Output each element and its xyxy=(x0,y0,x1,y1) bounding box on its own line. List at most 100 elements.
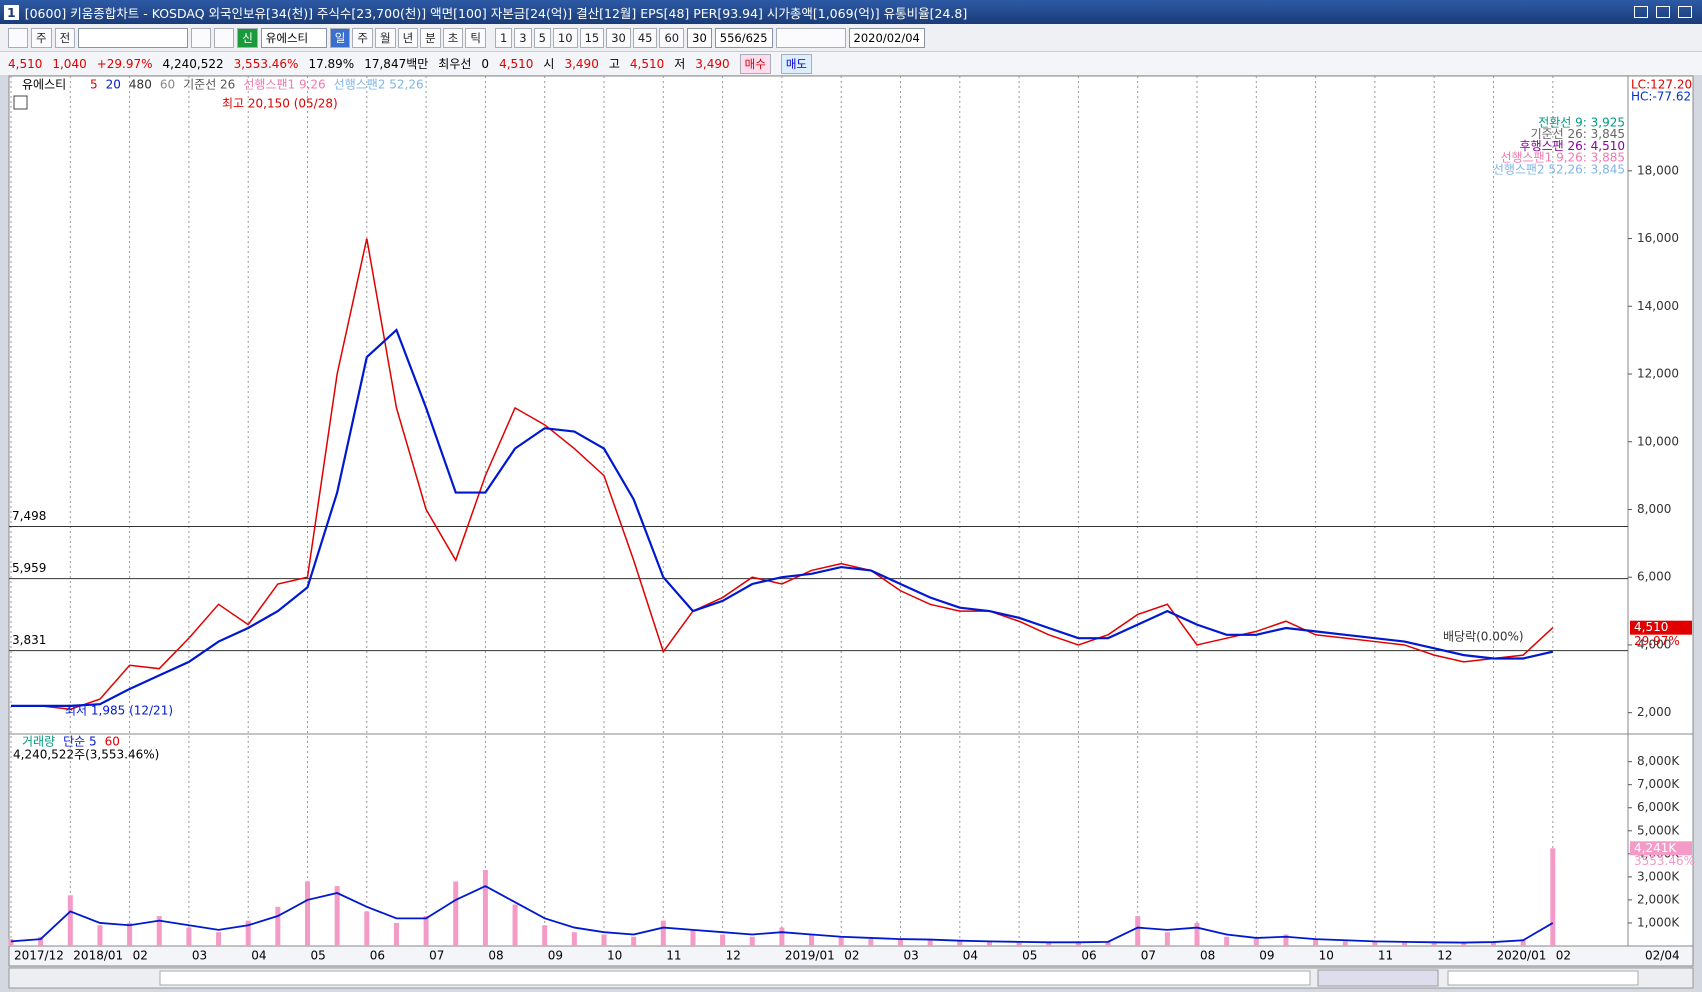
minute-button[interactable]: 10 xyxy=(552,27,578,48)
y-tick-label: 16,000 xyxy=(1637,231,1679,245)
code-input[interactable]: 263770 xyxy=(78,27,189,48)
volume-bar xyxy=(97,925,103,946)
volume-bar xyxy=(186,927,192,946)
interval-button[interactable]: 틱 xyxy=(465,27,486,48)
layout-button[interactable] xyxy=(8,27,28,48)
price-line xyxy=(11,328,1554,708)
x-tick-label: 05 xyxy=(311,949,326,963)
title-bar: 1 [0600] 키움종합차트 - KOSDAQ 외국인보유[34(천)] 주식… xyxy=(0,0,1702,24)
volume-bar xyxy=(720,934,726,946)
table-icon[interactable] xyxy=(13,95,28,110)
minute-button[interactable]: 1 xyxy=(494,27,513,48)
volume-tag-box xyxy=(1630,841,1692,856)
close-button[interactable] xyxy=(1678,6,1692,18)
price: 4,510 xyxy=(8,56,43,71)
zoom-slider[interactable] xyxy=(1447,970,1639,986)
minute-button[interactable]: 3 xyxy=(514,27,532,48)
y-tick-label: 4,000 xyxy=(1637,637,1671,651)
volume-bar xyxy=(838,936,844,946)
chart-layer: 2017/12 2018/01 02 03 04 05 06 07 08 09 10 11 12 2019… xyxy=(8,76,1695,963)
date-strip xyxy=(8,945,1694,967)
volume-bar xyxy=(275,906,281,946)
volume-bar xyxy=(571,932,577,946)
volume-bar xyxy=(127,922,133,946)
volume-bar xyxy=(1105,941,1111,946)
chart-title: 유에스티 xyxy=(22,78,66,92)
volume-bar xyxy=(453,881,459,946)
x-tick-label: 2017/12 xyxy=(14,949,64,963)
x-tick-label: 10 xyxy=(607,949,622,963)
volume-bar xyxy=(542,925,548,946)
x-tick-label: 11 xyxy=(666,949,681,963)
annotation: 배당락(0.00%) xyxy=(1443,630,1524,644)
minute-button[interactable]: 45 xyxy=(632,27,658,48)
window-title: [0600] 키움종합차트 - KOSDAQ 외국인보유[34(천)] 주식수[… xyxy=(24,5,968,21)
legend-entry: 480 xyxy=(129,78,152,92)
y-tick-label: 7,000K xyxy=(1637,777,1680,791)
x-tick-label: 09 xyxy=(1259,949,1274,963)
annotation: 최고 20,150 (05/28) xyxy=(222,97,338,111)
volume-bar xyxy=(1194,922,1200,946)
y-tick-label: 10,000 xyxy=(1637,434,1679,448)
minute-button[interactable]: 5 xyxy=(533,27,551,48)
maximize-button[interactable] xyxy=(1656,6,1670,18)
volume-bar xyxy=(393,922,399,946)
level-label: 5,959 xyxy=(12,561,46,575)
change: 1,040 xyxy=(52,56,87,71)
volume-bar xyxy=(1372,941,1378,946)
best: 0 xyxy=(481,56,490,71)
prev-button[interactable]: 전 xyxy=(54,27,76,48)
minute-button[interactable]: 60 xyxy=(659,27,685,48)
interval-button[interactable]: 주 xyxy=(352,27,373,48)
scroll-nav[interactable] xyxy=(1317,969,1439,987)
interval-button[interactable]: 분 xyxy=(420,27,441,48)
volume-bar xyxy=(216,932,222,946)
open-label: 시 xyxy=(543,57,555,71)
badge: 신 xyxy=(237,27,258,48)
legend-entry: 60 xyxy=(160,78,175,92)
plot-area xyxy=(8,75,1629,947)
x-tick-label: 09 xyxy=(548,949,563,963)
interval-button[interactable]: 초 xyxy=(442,27,464,48)
volume-bar xyxy=(779,927,785,946)
x-tick-label: 08 xyxy=(488,949,503,963)
volume-bar xyxy=(305,881,310,946)
buy-button[interactable]: 매수 xyxy=(739,53,771,74)
tool-buttons[interactable] xyxy=(775,27,846,48)
y-tick-label: 14,000 xyxy=(1637,299,1679,313)
axis-area xyxy=(1627,75,1694,947)
y-tick-label: 6,000 xyxy=(1637,570,1671,584)
period-type[interactable]: 주 xyxy=(31,27,52,48)
search-button[interactable] xyxy=(191,27,212,48)
x-tick-label: 03 xyxy=(192,949,207,963)
restore-button[interactable] xyxy=(1634,6,1648,18)
legend-entry: 선행스팬1 9,26 xyxy=(243,77,325,92)
minute-button[interactable]: 30 xyxy=(606,27,631,48)
volume-bar xyxy=(986,941,992,946)
volume-bar xyxy=(38,936,44,946)
date-input[interactable]: 2020/02/04 xyxy=(848,27,925,48)
interval-button[interactable]: 일 xyxy=(329,27,351,48)
volume-bar xyxy=(1253,939,1259,946)
volume-bar xyxy=(482,869,488,946)
stock-name[interactable]: 유에스티 xyxy=(260,27,327,48)
interval-button[interactable]: 년 xyxy=(397,27,419,48)
count-input[interactable]: 30 xyxy=(687,27,712,48)
volume-bar xyxy=(868,939,874,946)
volume-bar xyxy=(1461,942,1467,946)
volume-bar xyxy=(423,916,429,946)
volume-bar xyxy=(957,941,963,946)
sell-button[interactable]: 매도 xyxy=(780,53,812,74)
level-label: 7,498 xyxy=(12,509,46,523)
y-tick-label: 6,000K xyxy=(1637,800,1680,814)
minute-button[interactable]: 15 xyxy=(579,27,605,48)
window-icon: 1 xyxy=(4,4,19,20)
nav-button[interactable] xyxy=(214,27,235,48)
best-price: 4,510 xyxy=(499,56,534,71)
interval-button[interactable]: 월 xyxy=(374,27,396,48)
volume-bar xyxy=(1550,848,1556,946)
indicator-value: 선행스팬2 52,26: 3,845 xyxy=(1493,161,1625,176)
scroll-thumb[interactable] xyxy=(159,970,1311,986)
